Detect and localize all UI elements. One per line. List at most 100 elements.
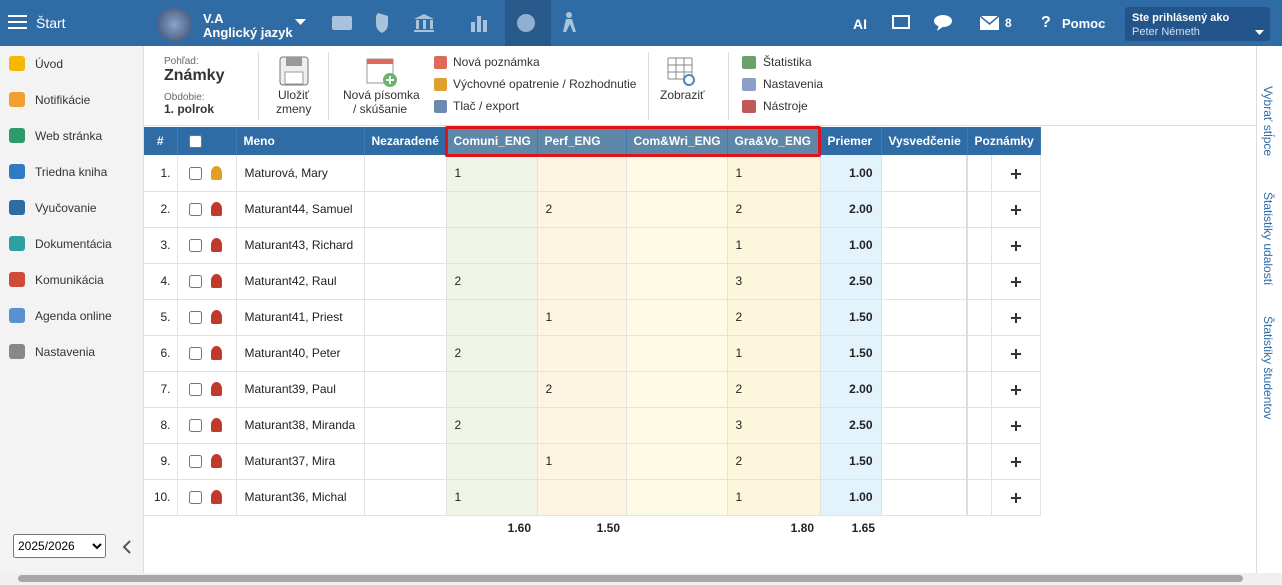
header-grade-column[interactable]: Perf_ENG xyxy=(537,127,627,155)
sidebar-item[interactable]: Dokumentácia xyxy=(0,229,143,259)
grade-cell[interactable] xyxy=(626,191,728,228)
grade-cell[interactable]: 3 xyxy=(727,407,821,444)
sidebar-item[interactable]: Úvod xyxy=(0,49,143,79)
grade-cell[interactable] xyxy=(626,479,728,516)
row-checkbox[interactable] xyxy=(188,454,202,468)
grade-cell[interactable]: 2 xyxy=(446,335,538,372)
header-grade-column[interactable]: Comuni_ENG xyxy=(446,127,538,155)
grade-cell[interactable] xyxy=(537,155,627,192)
grade-cell[interactable]: 1 xyxy=(727,227,821,264)
student-name[interactable]: Maturant41, Priest xyxy=(236,299,365,336)
row-checkbox[interactable] xyxy=(188,418,202,432)
row-checkbox[interactable] xyxy=(188,166,202,180)
row-checkbox[interactable] xyxy=(188,382,202,396)
header-grade-column[interactable]: Com&Wri_ENG xyxy=(626,127,728,155)
grade-cell[interactable] xyxy=(537,227,627,264)
grade-cell[interactable] xyxy=(446,299,538,336)
grade-cell[interactable] xyxy=(446,227,538,264)
add-note[interactable] xyxy=(1010,312,1021,323)
grade-cell[interactable]: 1 xyxy=(537,299,627,336)
grade-cell[interactable] xyxy=(626,155,728,192)
class-name[interactable]: V.A xyxy=(203,11,224,26)
grade-cell[interactable] xyxy=(537,335,627,372)
subject[interactable]: Anglický jazyk xyxy=(203,25,293,40)
grade-cell[interactable]: 2 xyxy=(537,371,627,408)
grade-cell[interactable]: 1 xyxy=(537,443,627,480)
grade-cell[interactable]: 1 xyxy=(727,335,821,372)
grade-cell[interactable] xyxy=(626,443,728,480)
student-name[interactable]: Maturant38, Miranda xyxy=(236,407,365,444)
sidebar-item[interactable]: Triedna kniha xyxy=(0,157,143,187)
start[interactable]: Štart xyxy=(36,15,66,31)
new-test[interactable]: Nová písomka xyxy=(343,88,420,102)
sidebar-item[interactable]: Komunikácia xyxy=(0,265,143,295)
grade-cell[interactable]: 2 xyxy=(446,263,538,300)
add-note[interactable] xyxy=(1010,240,1021,251)
display-icon[interactable] xyxy=(666,56,696,86)
row-checkbox[interactable] xyxy=(188,238,202,252)
grade-cell[interactable]: 1 xyxy=(727,155,821,192)
grade-cell[interactable] xyxy=(626,407,728,444)
collapse[interactable] xyxy=(122,540,132,554)
tool[interactable]: Štatistika xyxy=(763,55,812,69)
tool-icons[interactable] xyxy=(892,13,972,33)
sidebar-item[interactable]: Web stránka xyxy=(0,121,143,151)
action[interactable]: Nová poznámka xyxy=(453,55,540,69)
add-note[interactable] xyxy=(1010,348,1021,359)
sidebar-item[interactable]: Notifikácie xyxy=(0,85,143,115)
grade-cell[interactable]: 2 xyxy=(727,191,821,228)
grade-cell[interactable] xyxy=(446,443,538,480)
save[interactable]: zmeny xyxy=(276,102,312,116)
grade-cell[interactable]: 2 xyxy=(727,443,821,480)
student-name[interactable]: Maturant42, Raul xyxy=(236,263,365,300)
grade-cell[interactable] xyxy=(537,263,627,300)
ai-button[interactable]: AI xyxy=(853,16,867,32)
display[interactable]: Zobraziť xyxy=(660,88,705,102)
row-checkbox[interactable] xyxy=(188,310,202,324)
student-name[interactable]: Maturant39, Paul xyxy=(236,371,365,408)
student-name[interactable]: Maturant40, Peter xyxy=(236,335,365,372)
mail-icon[interactable] xyxy=(980,16,999,30)
grade-cell[interactable] xyxy=(626,263,728,300)
grade-cell[interactable]: 2 xyxy=(727,371,821,408)
student-name[interactable]: Maturant36, Michal xyxy=(236,479,365,516)
grade-cell[interactable] xyxy=(626,299,728,336)
sidebar-item[interactable]: Vyučovanie xyxy=(0,193,143,223)
grade-cell[interactable]: 2 xyxy=(537,191,627,228)
action[interactable]: Tlač / export xyxy=(453,99,520,113)
grade-cell[interactable]: 2 xyxy=(446,407,538,444)
row-checkbox[interactable] xyxy=(188,202,202,216)
add-note[interactable] xyxy=(1010,492,1021,503)
period[interactable]: 1. polrok xyxy=(164,102,215,116)
side-panel-tab[interactable]: Vybrať stĺpce xyxy=(1261,86,1275,157)
tool[interactable]: Nástroje xyxy=(763,99,808,113)
student-name[interactable]: Maturová, Mary xyxy=(236,155,365,192)
header-grade-column[interactable]: Gra&Vo_ENG xyxy=(727,127,821,155)
student-name[interactable]: Maturant43, Richard xyxy=(236,227,365,264)
side-panel-tab[interactable]: Štatistiky udalostí xyxy=(1261,192,1275,286)
add-note[interactable] xyxy=(1010,384,1021,395)
save-icon[interactable] xyxy=(279,56,309,86)
select-all[interactable] xyxy=(188,135,202,149)
tool[interactable]: Nastavenia xyxy=(763,77,824,91)
new-test-icon[interactable] xyxy=(366,56,398,88)
grade-cell[interactable]: 1 xyxy=(446,479,538,516)
user-box[interactable]: Ste prihlásený ako Peter Németh xyxy=(1125,7,1270,41)
grade-cell[interactable] xyxy=(626,371,728,408)
grade-cell[interactable] xyxy=(537,407,627,444)
grade-cell[interactable]: 1 xyxy=(727,479,821,516)
add-note[interactable] xyxy=(1010,168,1021,179)
save[interactable]: Uložiť xyxy=(278,88,310,102)
student-name[interactable]: Maturant44, Samuel xyxy=(236,191,365,228)
row-checkbox[interactable] xyxy=(188,490,202,504)
new-test[interactable]: / skúšanie xyxy=(353,102,408,116)
grade-cell[interactable] xyxy=(626,227,728,264)
menu-icon[interactable] xyxy=(8,14,27,30)
action[interactable]: Výchovné opatrenie / Rozhodnutie xyxy=(453,77,637,91)
side-panel-tab[interactable]: Štatistiky študentov xyxy=(1261,316,1275,420)
header-name[interactable]: Meno xyxy=(236,127,365,155)
grade-cell[interactable] xyxy=(446,371,538,408)
add-note[interactable] xyxy=(1010,276,1021,287)
add-note[interactable] xyxy=(1010,456,1021,467)
sidebar-item[interactable]: Nastavenia xyxy=(0,337,143,367)
